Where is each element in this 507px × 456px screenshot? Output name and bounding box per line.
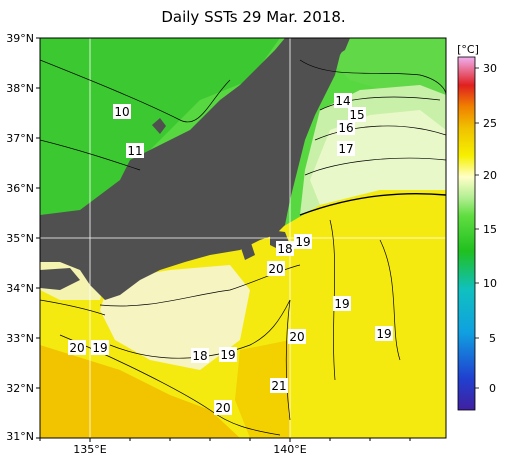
svg-text:19: 19 xyxy=(220,348,235,362)
svg-text:17: 17 xyxy=(338,142,353,156)
svg-text:18: 18 xyxy=(192,349,207,363)
contour-label: 18 xyxy=(276,241,294,256)
lon-axis: 135°E 140°E xyxy=(39,438,411,456)
svg-text:21: 21 xyxy=(271,379,286,393)
pale-warm-patch xyxy=(100,265,250,370)
contour-label: 19 xyxy=(333,296,351,311)
lat-label: 36°N xyxy=(6,182,34,195)
svg-text:19: 19 xyxy=(334,297,349,311)
colorbar-unit: [°C] xyxy=(457,43,479,56)
lat-label: 33°N xyxy=(6,332,34,345)
lat-axis: 39°N 38°N 37°N 36°N 35°N 34°N 33°N 32°N … xyxy=(6,32,40,443)
contour-label: 17 xyxy=(337,141,355,156)
colorbar-tick: 20 xyxy=(483,169,497,182)
lon-label: 135°E xyxy=(73,443,106,456)
land-sado xyxy=(152,118,166,134)
land-tohoku xyxy=(300,38,350,90)
svg-text:20: 20 xyxy=(215,401,230,415)
lat-label: 35°N xyxy=(6,232,34,245)
contour-label: 15 xyxy=(348,107,366,122)
graticule xyxy=(40,38,446,438)
lat-label: 31°N xyxy=(6,430,34,443)
contour-label: 18 xyxy=(191,348,209,363)
colorbar-gradient xyxy=(457,56,476,411)
svg-text:10: 10 xyxy=(114,105,129,119)
lat-label: 34°N xyxy=(6,282,34,295)
contour-label: 14 xyxy=(334,93,352,108)
svg-text:18: 18 xyxy=(277,242,292,256)
colorbar-tick: 0 xyxy=(489,382,496,395)
contour-label: 19 xyxy=(91,340,109,355)
map-field: 10 11 14 15 16 17 18 19 20 19 20 19 20 1… xyxy=(40,38,446,438)
contour-label: 16 xyxy=(337,120,355,135)
lat-label: 32°N xyxy=(6,382,34,395)
map-title: Daily SSTs 29 Mar. 2018. xyxy=(161,8,346,26)
lat-label: 39°N xyxy=(6,32,34,45)
contour-label: 19 xyxy=(375,326,393,341)
svg-text:19: 19 xyxy=(92,341,107,355)
lon-label: 140°E xyxy=(273,443,306,456)
contour-label: 19 xyxy=(219,347,237,362)
contour-label: 20 xyxy=(267,261,285,276)
land-izu xyxy=(240,240,255,260)
colorbar-tick: 15 xyxy=(483,223,497,236)
svg-text:19: 19 xyxy=(295,235,310,249)
svg-text:16: 16 xyxy=(338,121,353,135)
contour-label: 21 xyxy=(270,378,288,393)
contour-label: 11 xyxy=(126,143,144,158)
contour-label: 20 xyxy=(214,400,232,415)
lat-label: 37°N xyxy=(6,132,34,145)
svg-text:11: 11 xyxy=(127,144,142,158)
contour-label: 19 xyxy=(294,234,312,249)
svg-text:15: 15 xyxy=(349,108,364,122)
contour-label: 20 xyxy=(288,329,306,344)
svg-text:14: 14 xyxy=(335,94,350,108)
colorbar: [°C] 30 25 20 15 10 5 0 xyxy=(457,43,497,411)
contour-label-group: 10 11 14 15 16 17 18 19 20 19 20 19 20 1… xyxy=(68,93,393,415)
contour-label: 10 xyxy=(113,104,131,119)
svg-text:20: 20 xyxy=(69,341,84,355)
svg-text:20: 20 xyxy=(289,330,304,344)
svg-text:19: 19 xyxy=(376,327,391,341)
colorbar-tick: 30 xyxy=(483,62,497,75)
colorbar-tick: 25 xyxy=(483,117,497,130)
colorbar-tick: 5 xyxy=(489,332,496,345)
lat-label: 38°N xyxy=(6,82,34,95)
land-shikoku xyxy=(40,268,80,290)
colorbar-tick: 10 xyxy=(483,277,497,290)
contour-label: 20 xyxy=(68,340,86,355)
svg-text:20: 20 xyxy=(268,262,283,276)
